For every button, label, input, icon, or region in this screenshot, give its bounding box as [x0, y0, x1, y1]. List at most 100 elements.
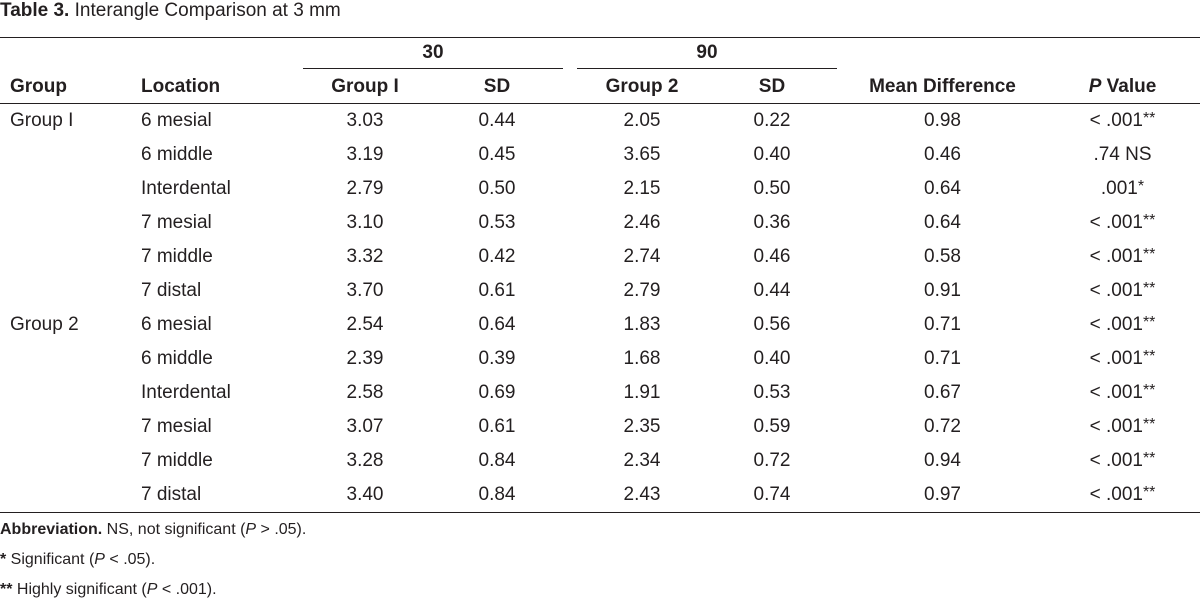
cell-location: 7 mesial: [141, 212, 212, 233]
footnote-significant: * Significant (P < .05).: [0, 545, 1200, 575]
cell-group1-mean: 2.79: [346, 178, 384, 199]
cell-sd-90: 0.44: [753, 280, 791, 301]
cell-mean-difference: 0.71: [924, 314, 961, 335]
cell-location: 7 middle: [141, 246, 213, 267]
column-group-30-rule: [303, 68, 563, 69]
footnote-significant-p: P: [94, 551, 105, 568]
cell-group1-mean: 3.70: [346, 280, 384, 301]
table-row: 7 distal 3.70 0.61 2.79 0.44 0.91 < .001**: [0, 274, 1200, 308]
cell-location: Interdental: [141, 178, 231, 199]
table-row: 7 distal 3.40 0.84 2.43 0.74 0.97 < .001**: [0, 478, 1200, 512]
cell-mean-difference: 0.58: [924, 246, 961, 267]
cell-location: 6 middle: [141, 144, 213, 165]
cell-p-value: < .001**: [1045, 206, 1200, 240]
header-p-rest: Value: [1101, 76, 1157, 97]
cell-p-value-significance-mark: **: [1142, 348, 1156, 365]
cell-location: 7 mesial: [141, 416, 212, 437]
header-group: Group: [10, 76, 67, 97]
cell-group1-mean: 3.19: [346, 144, 384, 165]
cell-mean-difference: 0.72: [924, 416, 961, 437]
cell-sd-90: 0.22: [753, 110, 791, 131]
cell-p-value-significance-mark: **: [1142, 484, 1156, 501]
footnote-highly-significant-mark: **: [0, 581, 13, 598]
cell-mean-difference: 0.94: [924, 450, 961, 471]
cell-group: [10, 478, 130, 512]
cell-group2-mean: 2.35: [623, 416, 661, 437]
cell-sd-30: 0.61: [478, 416, 516, 437]
table-row: 7 middle 3.28 0.84 2.34 0.72 0.94 < .001**: [0, 444, 1200, 478]
cell-location: 6 mesial: [141, 110, 212, 131]
cell-group: Group I: [10, 110, 74, 131]
cell-sd-90: 0.36: [753, 212, 791, 233]
table-footnotes: Abbreviation. NS, not significant (P > .…: [0, 515, 1200, 605]
cell-sd-30: 0.44: [478, 110, 516, 131]
table-top-rule: [0, 37, 1200, 38]
cell-group: [10, 342, 130, 376]
cell-group2-mean: 2.79: [623, 280, 661, 301]
table-row: 7 middle 3.32 0.42 2.74 0.46 0.58 < .001**: [0, 240, 1200, 274]
cell-group1-mean: 2.58: [346, 382, 384, 403]
table-caption-label: Table 3.: [0, 0, 70, 21]
cell-sd-90: 0.40: [753, 144, 791, 165]
cell-group1-mean: 3.07: [346, 416, 384, 437]
cell-p-value: .001*: [1045, 172, 1200, 206]
cell-p-value-text: < .001: [1089, 110, 1143, 131]
header-mean-difference: Mean Difference: [869, 76, 1016, 97]
cell-sd-30: 0.84: [478, 450, 516, 471]
header-p-value: P Value: [1045, 70, 1200, 103]
cell-p-value-text: < .001: [1089, 382, 1143, 403]
cell-group2-mean: 2.34: [623, 450, 661, 471]
cell-p-value-significance-mark: **: [1142, 314, 1156, 331]
cell-group: [10, 274, 130, 308]
cell-sd-30: 0.61: [478, 280, 516, 301]
cell-p-value: < .001**: [1045, 274, 1200, 308]
cell-sd-30: 0.64: [478, 314, 516, 335]
table-row: Interdental 2.79 0.50 2.15 0.50 0.64 .001*: [0, 172, 1200, 206]
table-caption: Table 3. Interangle Comparison at 3 mm: [0, 0, 341, 26]
cell-mean-difference: 0.64: [924, 212, 961, 233]
table-header-rule: [0, 103, 1200, 104]
cell-sd-90: 0.74: [753, 484, 791, 505]
cell-sd-90: 0.59: [753, 416, 791, 437]
cell-location: 7 middle: [141, 450, 213, 471]
cell-p-value: < .001**: [1045, 240, 1200, 274]
cell-mean-difference: 0.71: [924, 348, 961, 369]
table-row: 6 middle 2.39 0.39 1.68 0.40 0.71 < .001**: [0, 342, 1200, 376]
cell-p-value-significance-mark: **: [1142, 450, 1156, 467]
table-row: Group 2 6 mesial 2.54 0.64 1.83 0.56 0.71 < .00…: [0, 308, 1200, 342]
cell-group: [10, 410, 130, 444]
cell-group1-mean: 3.28: [346, 450, 384, 471]
cell-p-value: < .001**: [1045, 444, 1200, 478]
footnote-highly-significant: ** Highly significant (P < .001).: [0, 575, 1200, 605]
table-row: 6 middle 3.19 0.45 3.65 0.40 0.46 .74 NS: [0, 138, 1200, 172]
footnote-abbreviation-text-end: > .05).: [256, 521, 307, 538]
cell-group2-mean: 3.65: [623, 144, 661, 165]
cell-p-value-significance-mark: *: [1137, 178, 1145, 195]
cell-location: 6 mesial: [141, 314, 212, 335]
cell-p-value: .74 NS: [1045, 138, 1200, 172]
header-sd-30: SD: [483, 76, 511, 97]
cell-sd-30: 0.45: [478, 144, 516, 165]
cell-location: 6 middle: [141, 348, 213, 369]
cell-group: Group 2: [10, 314, 79, 335]
cell-sd-90: 0.72: [753, 450, 791, 471]
cell-p-value-text: < .001: [1089, 314, 1143, 335]
table-row: 7 mesial 3.07 0.61 2.35 0.59 0.72 < .001**: [0, 410, 1200, 444]
table-row: Group I 6 mesial 3.03 0.44 2.05 0.22 0.98 < .00…: [0, 104, 1200, 138]
cell-sd-90: 0.56: [753, 314, 791, 335]
header-sd-90: SD: [758, 76, 786, 97]
footnote-highly-significant-text: Highly significant (: [12, 581, 147, 598]
cell-group2-mean: 1.83: [623, 314, 661, 335]
cell-p-value: < .001**: [1045, 342, 1200, 376]
cell-p-value: < .001**: [1045, 376, 1200, 410]
column-group-90-rule: [577, 68, 837, 69]
cell-group1-mean: 3.32: [346, 246, 384, 267]
cell-group2-mean: 2.74: [623, 246, 661, 267]
cell-group1-mean: 2.39: [346, 348, 384, 369]
footnote-highly-significant-p: P: [146, 581, 158, 598]
cell-group: [10, 206, 130, 240]
cell-group: [10, 376, 130, 410]
cell-p-value-text: < .001: [1089, 416, 1143, 437]
cell-p-value-significance-mark: **: [1142, 416, 1156, 433]
cell-sd-30: 0.69: [478, 382, 516, 403]
